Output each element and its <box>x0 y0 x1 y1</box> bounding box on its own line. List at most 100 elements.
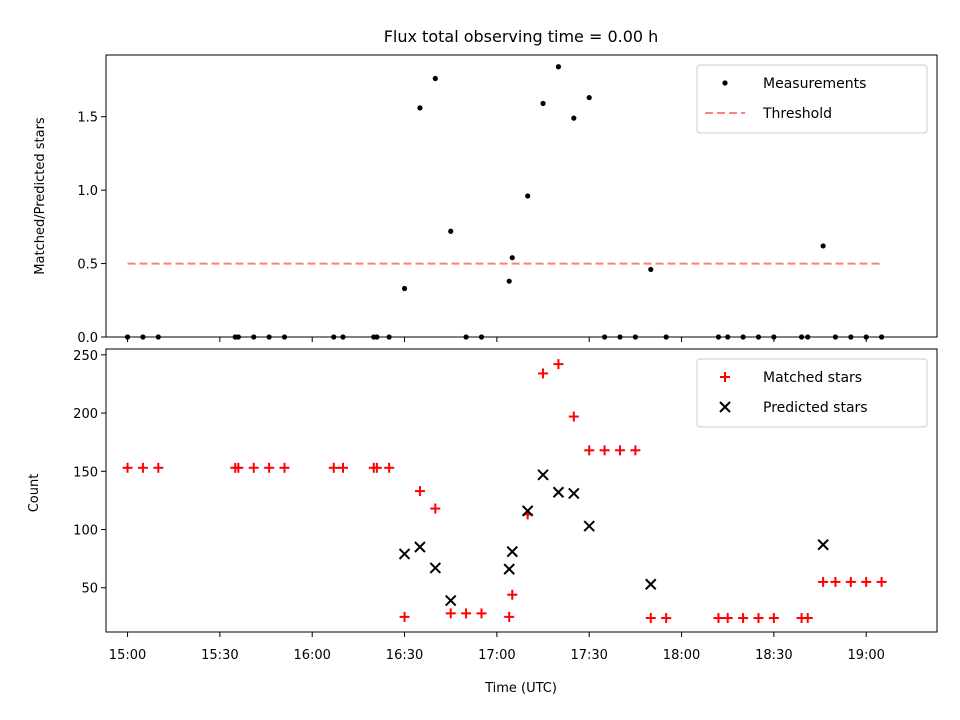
measurement-point <box>755 334 762 340</box>
matched-star-point <box>337 462 348 473</box>
matched-star-point <box>414 486 425 497</box>
measurement-point <box>155 334 161 340</box>
measurement-point <box>617 334 623 340</box>
matched-star-point <box>248 462 259 473</box>
matched-star-point <box>830 576 841 587</box>
measurement-point <box>540 100 546 107</box>
measurement-point <box>879 334 885 340</box>
measurement-point <box>771 334 777 340</box>
measurement-point <box>525 193 531 199</box>
measurement-point <box>478 334 485 340</box>
measurement-point <box>509 255 515 261</box>
measurement-point <box>251 334 257 340</box>
predicted-star-point <box>521 505 534 517</box>
matched-star-point <box>233 462 244 473</box>
x-tick-label: 17:30 <box>570 648 607 663</box>
top-y-axis-label: Matched/Predicted stars <box>33 117 48 275</box>
matched-star-point <box>476 608 487 619</box>
x-tick-label: 15:30 <box>201 648 238 663</box>
predicted-star-point <box>537 469 549 481</box>
legend-box <box>696 64 928 134</box>
legend-label: Matched stars <box>763 370 862 386</box>
x-tick-label: 18:30 <box>755 648 792 663</box>
x-tick-label: 16:30 <box>386 648 423 663</box>
measurement-point <box>463 334 469 340</box>
top-panel: 0.0 0.5 1.0 1.5 Measurements Threshold <box>77 54 938 346</box>
predicted-star-point <box>445 594 457 607</box>
measurement-point <box>124 334 131 340</box>
measurement-point <box>571 115 577 121</box>
measurement-point <box>281 334 288 340</box>
measurement-point <box>340 334 346 340</box>
measurement-point <box>417 105 423 111</box>
matched-star-point <box>504 611 515 622</box>
predicted-star-point <box>645 578 657 590</box>
measurement-point <box>266 334 272 340</box>
matched-star-point <box>645 613 656 624</box>
matched-star-point <box>661 613 672 624</box>
y-tick-label: 0.5 <box>77 258 98 273</box>
matched-star-point <box>153 462 164 473</box>
matched-star-point <box>568 411 579 422</box>
matched-star-point <box>713 613 724 624</box>
predicted-star-point <box>429 562 442 574</box>
predicted-star-point <box>503 563 515 575</box>
measurement-point <box>448 228 454 234</box>
x-tick-label: 17:00 <box>478 648 515 663</box>
matched-star-point <box>507 589 518 600</box>
legend-marker <box>719 401 731 413</box>
measurement-point <box>798 334 805 340</box>
matched-star-point <box>279 462 290 473</box>
x-tick-label: 15:00 <box>109 648 146 663</box>
measurement-point <box>832 334 839 340</box>
y-tick-label: 1.0 <box>77 184 98 199</box>
measurement-point <box>555 64 562 70</box>
y-tick-label: 150 <box>73 465 98 480</box>
predicted-star-point <box>398 548 411 560</box>
bottom-y-axis-label: Count <box>27 474 42 513</box>
matched-star-point <box>630 445 641 456</box>
matched-star-point <box>738 613 749 624</box>
y-tick-label: 250 <box>73 349 98 364</box>
matched-star-point <box>614 445 625 456</box>
legend-marker <box>720 372 730 382</box>
y-tick-label: 0.0 <box>77 331 98 346</box>
legend-label: Threshold <box>762 106 832 122</box>
matched-star-point <box>122 462 133 473</box>
predicted-star-point <box>568 487 580 500</box>
legend: Measurements Threshold <box>696 64 928 134</box>
measurement-point <box>715 334 722 340</box>
matched-star-point <box>137 462 148 473</box>
legend-box <box>696 358 928 428</box>
matched-star-point <box>845 576 856 587</box>
x-axis-label: Time (UTC) <box>484 681 557 696</box>
matched-star-point <box>430 503 441 514</box>
matched-star-point <box>461 608 472 619</box>
x-tick-label: 19:00 <box>847 648 884 663</box>
measurement-point <box>374 334 380 340</box>
matched-star-point <box>384 462 395 473</box>
matched-star-point <box>818 576 829 587</box>
matched-star-point <box>802 613 813 624</box>
predicted-star-point <box>552 486 565 498</box>
measurement-point <box>740 334 746 340</box>
x-tick-label: 16:00 <box>293 648 330 663</box>
y-tick-label: 1.5 <box>77 111 98 126</box>
predicted-star-point <box>583 520 595 532</box>
measurement-point <box>863 334 869 340</box>
measurement-point <box>586 94 592 101</box>
measurement-point <box>848 334 854 340</box>
measurement-point <box>140 334 146 340</box>
matched-star-point <box>553 359 564 370</box>
x-tick-label: 18:00 <box>663 648 700 663</box>
measurement-point <box>602 334 608 340</box>
predicted-star-point <box>414 541 426 553</box>
matched-star-point <box>768 613 779 624</box>
legend: Matched stars Predicted stars <box>696 358 928 428</box>
predicted-star-point <box>506 545 518 558</box>
measurement-point <box>432 75 438 82</box>
measurement-point <box>506 278 512 284</box>
measurement-point <box>331 334 337 340</box>
matched-star-point <box>371 462 382 473</box>
